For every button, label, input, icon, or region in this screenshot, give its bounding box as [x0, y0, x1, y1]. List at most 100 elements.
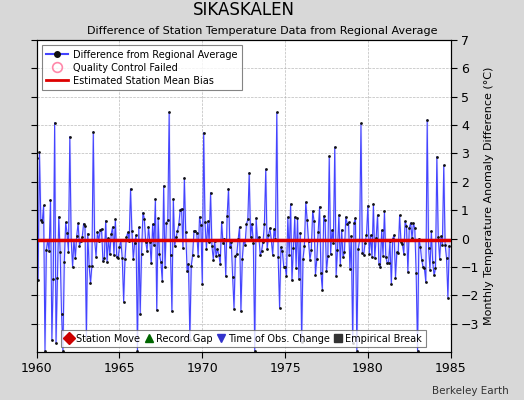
Point: [394, 250, 402, 256]
Point: [332, 272, 340, 279]
Point: [68, 264, 77, 270]
Point: [305, 257, 314, 263]
Point: [397, 238, 405, 245]
Point: [328, 227, 336, 234]
Point: [433, 154, 441, 160]
Point: [91, 237, 99, 244]
Point: [375, 261, 383, 267]
Point: [435, 256, 444, 262]
Point: [246, 234, 255, 240]
Point: [329, 240, 337, 246]
Point: [237, 308, 245, 314]
Point: [408, 235, 416, 242]
Point: [204, 218, 212, 225]
Point: [148, 221, 157, 228]
Point: [198, 281, 206, 288]
Point: [411, 225, 419, 231]
Point: [181, 229, 190, 235]
Point: [252, 215, 260, 221]
Point: [54, 214, 63, 220]
Point: [165, 109, 173, 115]
Point: [102, 217, 110, 224]
Point: [350, 220, 358, 226]
Point: [431, 265, 440, 271]
Point: [201, 219, 209, 226]
Point: [103, 259, 111, 266]
Point: [196, 222, 205, 228]
Point: [376, 264, 385, 270]
Point: [114, 255, 122, 262]
Point: [263, 246, 271, 252]
Point: [304, 238, 313, 244]
Point: [402, 223, 411, 230]
Point: [434, 234, 442, 240]
Point: [151, 196, 159, 202]
Point: [211, 238, 219, 244]
Point: [325, 153, 333, 159]
Point: [83, 230, 92, 237]
Point: [45, 248, 53, 255]
Point: [191, 227, 200, 234]
Point: [272, 109, 281, 116]
Point: [88, 262, 96, 269]
Point: [320, 213, 328, 220]
Point: [271, 236, 280, 242]
Point: [354, 246, 363, 252]
Point: [180, 174, 189, 181]
Point: [420, 265, 429, 272]
Point: [113, 254, 121, 260]
Point: [97, 226, 106, 232]
Point: [396, 212, 404, 218]
Point: [288, 277, 296, 284]
Point: [42, 247, 50, 253]
Point: [230, 306, 238, 312]
Point: [383, 260, 391, 266]
Point: [351, 215, 359, 221]
Point: [348, 340, 357, 347]
Point: [157, 259, 165, 265]
Point: [81, 222, 89, 229]
Point: [169, 196, 178, 202]
Point: [168, 308, 176, 314]
Point: [277, 244, 285, 250]
Point: [100, 255, 108, 262]
Point: [353, 347, 361, 354]
Point: [339, 254, 347, 260]
Point: [279, 263, 288, 270]
Point: [140, 216, 148, 222]
Point: [172, 234, 180, 240]
Point: [117, 237, 125, 244]
Point: [226, 244, 234, 250]
Point: [183, 268, 191, 274]
Point: [137, 250, 146, 257]
Point: [200, 129, 208, 136]
Point: [372, 235, 380, 242]
Point: [318, 286, 326, 293]
Point: [152, 307, 161, 314]
Point: [419, 264, 427, 270]
Point: [66, 133, 74, 140]
Point: [364, 202, 372, 209]
Point: [52, 340, 60, 346]
Point: [107, 231, 115, 238]
Point: [403, 269, 412, 275]
Point: [46, 196, 54, 203]
Point: [235, 224, 244, 230]
Point: [292, 265, 300, 271]
Point: [444, 294, 452, 301]
Point: [50, 120, 59, 126]
Point: [358, 250, 366, 256]
Point: [386, 238, 394, 245]
Point: [108, 224, 117, 230]
Point: [125, 238, 133, 244]
Point: [220, 235, 228, 242]
Point: [159, 182, 168, 189]
Point: [267, 236, 276, 243]
Point: [283, 214, 292, 220]
Point: [391, 274, 400, 281]
Point: [64, 248, 73, 255]
Point: [239, 237, 248, 243]
Point: [342, 214, 350, 220]
Point: [343, 221, 352, 227]
Point: [346, 265, 354, 272]
